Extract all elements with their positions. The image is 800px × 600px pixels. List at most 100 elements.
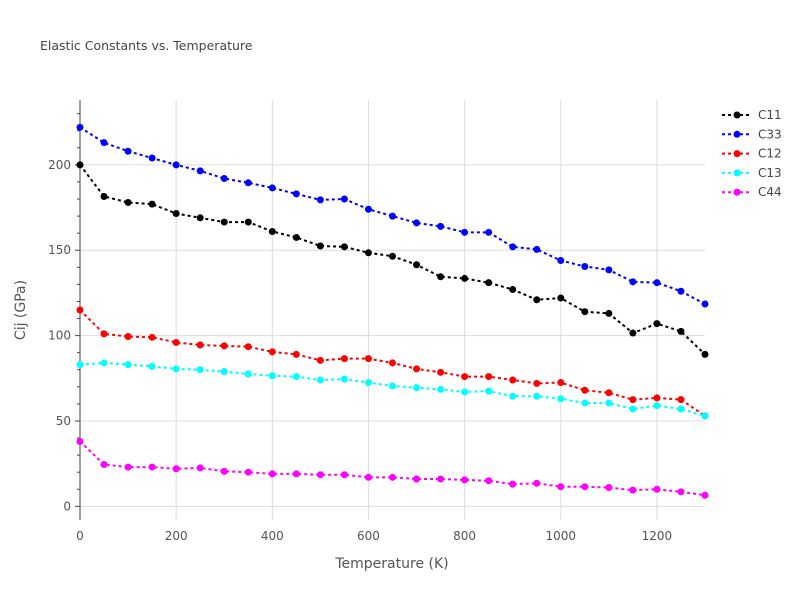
data-point xyxy=(677,287,685,295)
data-point xyxy=(292,233,300,241)
data-point xyxy=(581,386,589,394)
data-point xyxy=(220,467,228,475)
series-c44 xyxy=(76,437,709,499)
data-point xyxy=(389,359,396,367)
y-tick-label: 150 xyxy=(48,243,71,257)
data-point xyxy=(461,274,469,282)
data-point xyxy=(148,154,156,162)
x-tick-label: 800 xyxy=(453,529,476,543)
data-point xyxy=(629,396,637,404)
data-point xyxy=(244,218,252,226)
data-point xyxy=(533,479,541,487)
data-point xyxy=(124,147,132,155)
data-point xyxy=(196,341,204,349)
y-tick-label: 200 xyxy=(48,158,71,172)
data-point xyxy=(364,379,372,387)
data-point xyxy=(533,379,541,387)
data-point xyxy=(316,471,324,479)
data-point xyxy=(461,476,469,484)
data-point xyxy=(76,361,84,369)
series-c12 xyxy=(76,306,709,420)
data-point xyxy=(364,249,372,257)
x-tick-label: 1200 xyxy=(642,529,673,543)
data-point xyxy=(124,198,132,206)
data-point xyxy=(677,327,685,335)
legend-item-c44[interactable]: C44 xyxy=(722,185,782,199)
data-point xyxy=(196,366,204,374)
data-point xyxy=(533,245,541,253)
data-point xyxy=(413,261,421,269)
data-point xyxy=(413,219,421,227)
data-point xyxy=(533,392,541,400)
data-point xyxy=(340,195,348,203)
legend-item-c11[interactable]: C11 xyxy=(722,108,782,122)
data-point xyxy=(605,309,613,317)
data-point xyxy=(533,296,541,304)
data-point xyxy=(461,228,469,236)
data-point xyxy=(389,473,396,481)
data-point xyxy=(148,362,156,370)
data-point xyxy=(244,468,252,476)
data-point xyxy=(268,372,276,380)
data-point xyxy=(148,463,156,471)
data-point xyxy=(509,243,517,251)
data-point xyxy=(389,212,396,220)
data-point xyxy=(701,412,709,420)
data-point xyxy=(76,437,84,445)
data-point xyxy=(100,139,108,147)
data-point xyxy=(364,473,372,481)
chart-title: Elastic Constants vs. Temperature xyxy=(40,38,253,53)
data-point xyxy=(557,395,565,403)
series-c13 xyxy=(76,359,709,420)
data-point xyxy=(653,279,661,287)
data-point xyxy=(629,486,637,494)
data-point xyxy=(268,184,276,192)
data-point xyxy=(340,243,348,251)
data-point xyxy=(629,405,637,413)
data-point xyxy=(244,370,252,378)
data-point xyxy=(316,376,324,384)
data-point xyxy=(653,394,661,402)
data-point xyxy=(485,477,493,485)
data-point xyxy=(220,218,228,226)
data-point xyxy=(461,373,469,381)
data-point xyxy=(605,266,613,274)
data-point xyxy=(340,375,348,383)
data-point xyxy=(557,379,565,387)
data-point xyxy=(244,179,252,187)
data-point xyxy=(653,320,661,328)
data-point xyxy=(389,252,396,260)
data-point xyxy=(292,373,300,381)
legend-item-c33[interactable]: C33 xyxy=(722,127,782,141)
legend-label: C33 xyxy=(758,127,782,141)
legend-item-c13[interactable]: C13 xyxy=(722,166,782,180)
data-point xyxy=(557,483,565,491)
data-point xyxy=(172,465,180,473)
data-point xyxy=(701,491,709,499)
legend-label: C11 xyxy=(758,108,782,122)
data-point xyxy=(124,361,132,369)
data-point xyxy=(220,175,228,183)
data-point xyxy=(268,470,276,478)
data-point xyxy=(413,384,421,392)
data-point xyxy=(677,488,685,496)
legend-swatch-marker xyxy=(733,130,741,138)
data-point xyxy=(605,399,613,407)
data-point xyxy=(485,373,493,381)
grid xyxy=(80,100,705,520)
legend-item-c12[interactable]: C12 xyxy=(722,147,782,161)
data-point xyxy=(437,475,445,483)
data-point xyxy=(437,385,445,393)
data-point xyxy=(316,196,324,204)
data-point xyxy=(172,161,180,169)
data-point xyxy=(677,396,685,404)
data-point xyxy=(485,228,493,236)
data-point xyxy=(509,480,517,488)
x-tick-label: 400 xyxy=(261,529,284,543)
data-point xyxy=(220,367,228,375)
x-tick-label: 600 xyxy=(357,529,380,543)
y-axis-title: Cij (GPa) xyxy=(13,280,29,340)
data-point xyxy=(220,342,228,350)
data-point xyxy=(340,471,348,479)
data-point xyxy=(485,387,493,395)
